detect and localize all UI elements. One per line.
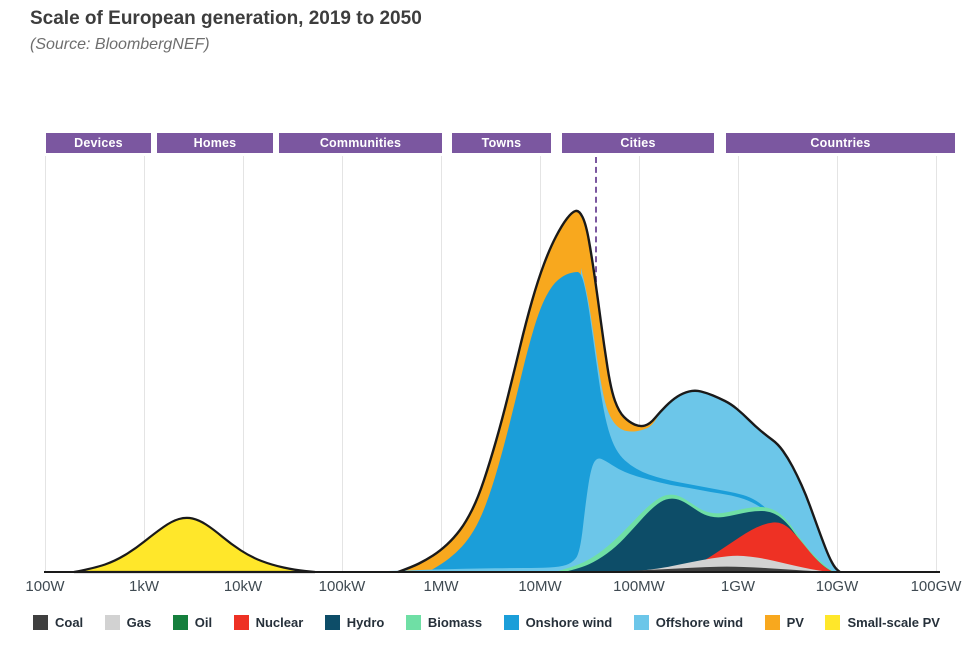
page-title: Scale of European generation, 2019 to 20… xyxy=(30,8,422,29)
legend-item-small-scale-pv: Small-scale PV xyxy=(825,615,940,630)
gridline-1GW xyxy=(738,156,739,572)
chart-legend: Coal Gas Oil Nuclear Hydro Biomass Onshore win… xyxy=(33,615,940,630)
gridline-1kW xyxy=(144,156,145,572)
legend-swatch-offshore-wind xyxy=(633,615,649,630)
x-tick-10kW: 10kW xyxy=(223,578,263,595)
gridline-100kW xyxy=(342,156,343,572)
legend-item-oil: Oil xyxy=(172,615,213,630)
scale-band-homes: Homes xyxy=(157,133,273,153)
legend-label: Hydro xyxy=(346,615,385,630)
legend-swatch-small-scale-pv xyxy=(825,615,841,630)
legend-item-gas: Gas xyxy=(104,615,152,630)
area-coal xyxy=(612,566,830,572)
legend-label: Small-scale PV xyxy=(847,615,940,630)
legend-swatch-oil xyxy=(172,615,188,630)
legend-label: Nuclear xyxy=(255,615,304,630)
legend-swatch-gas xyxy=(104,615,120,630)
legend-label: Offshore wind xyxy=(655,615,744,630)
x-tick-100W: 100W xyxy=(25,578,65,595)
scale-band-communities: Communities xyxy=(279,133,442,153)
total-envelope-outline xyxy=(397,209,841,574)
legend-swatch-coal xyxy=(33,615,48,630)
x-tick-100GW: 100GW xyxy=(910,578,962,595)
x-tick-1kW: 1kW xyxy=(129,578,159,595)
legend-item-pv: PV xyxy=(764,615,804,630)
area-small-scale-pv xyxy=(73,516,316,574)
gridline-10GW xyxy=(837,156,838,572)
source-caption: (Source: BloombergNEF) xyxy=(30,36,210,53)
legend-label: Biomass xyxy=(427,615,483,630)
x-tick-100kW: 100kW xyxy=(318,578,366,595)
legend-item-coal: Coal xyxy=(33,615,83,630)
scale-band-towns: Towns xyxy=(452,133,551,153)
gridline-100W xyxy=(45,156,46,572)
legend-swatch-onshore-wind xyxy=(503,615,519,630)
x-tick-100MW: 100MW xyxy=(613,578,665,595)
legend-item-biomass: Biomass xyxy=(405,615,483,630)
legend-item-hydro: Hydro xyxy=(324,615,385,630)
legend-item-nuclear: Nuclear xyxy=(233,615,304,630)
gridline-100GW xyxy=(936,156,937,572)
legend-item-offshore-wind: Offshore wind xyxy=(633,615,744,630)
gridline-1MW xyxy=(441,156,442,572)
area-gas xyxy=(638,555,830,572)
gridline-100MW xyxy=(639,156,640,572)
scale-band-cities: Cities xyxy=(562,133,714,153)
legend-label: PV xyxy=(786,615,804,630)
legend-label: Gas xyxy=(126,615,152,630)
scale-band-countries: Countries xyxy=(726,133,955,153)
x-tick-1GW: 1GW xyxy=(720,578,756,595)
scale-band-devices: Devices xyxy=(46,133,151,153)
x-tick-10MW: 10MW xyxy=(518,578,562,595)
legend-label: Onshore wind xyxy=(525,615,613,630)
legend-swatch-pv xyxy=(764,615,780,630)
legend-label: Oil xyxy=(194,615,213,630)
x-tick-10GW: 10GW xyxy=(815,578,859,595)
legend-item-onshore-wind: Onshore wind xyxy=(503,615,613,630)
legend-swatch-biomass xyxy=(405,615,421,630)
legend-swatch-nuclear xyxy=(233,615,249,630)
x-tick-1MW: 1MW xyxy=(423,578,459,595)
legend-swatch-hydro xyxy=(324,615,340,630)
gridline-10kW xyxy=(243,156,244,572)
legend-label: Coal xyxy=(55,615,84,630)
